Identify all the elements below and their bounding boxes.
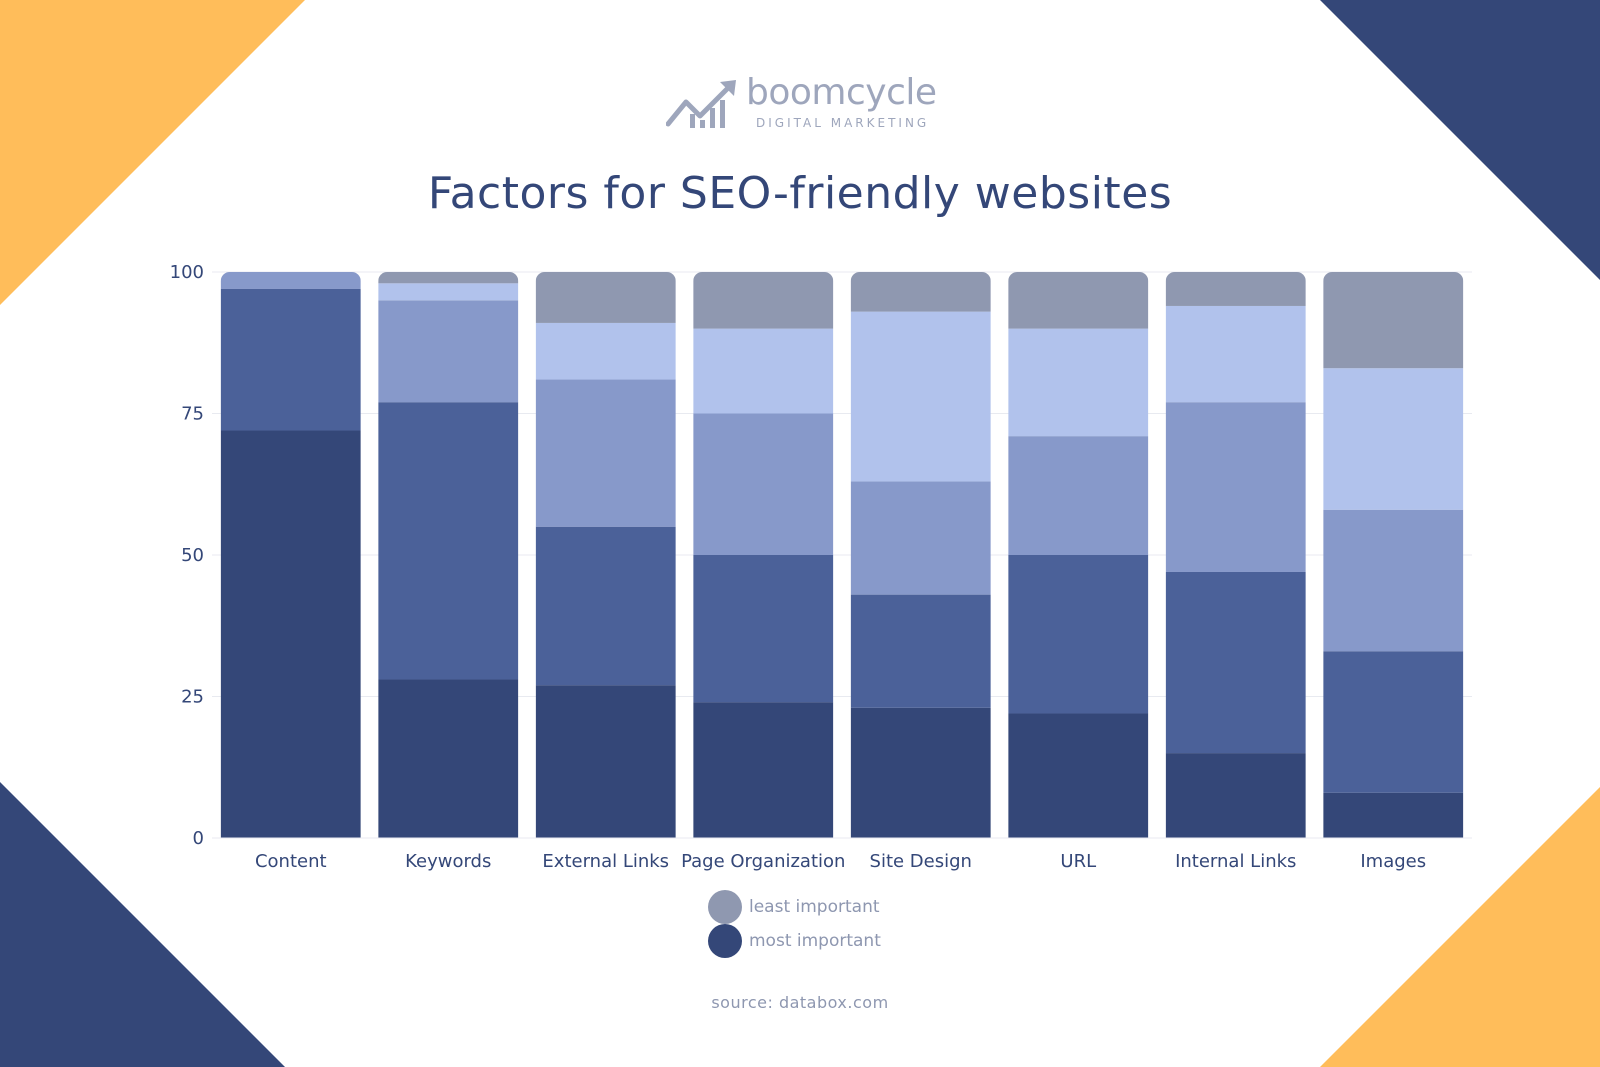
x-tick-label-images: Images xyxy=(1360,851,1426,872)
y-tick-label-50: 50 xyxy=(181,545,204,566)
source-note: source: databox.com xyxy=(711,993,889,1012)
bar-segment-external-links-4 xyxy=(535,272,676,323)
growth-chart-icon xyxy=(666,80,736,128)
x-tick-label-url: URL xyxy=(1060,851,1096,872)
logo-tagline: DIGITAL MARKETING xyxy=(756,116,930,130)
bar-segment-internal-links-2 xyxy=(1165,402,1306,572)
bar-segment-internal-links-1 xyxy=(1165,571,1306,754)
bar-segment-internal-links-0 xyxy=(1165,753,1306,838)
bar-segment-images-1 xyxy=(1323,651,1464,793)
bar-segment-internal-links-4 xyxy=(1165,272,1306,306)
x-tick-label-site-design: Site Design xyxy=(870,851,972,872)
bar-segment-page-organization-2 xyxy=(693,413,834,555)
chart-legend: least important most important xyxy=(708,890,881,958)
y-tick-label-100: 100 xyxy=(170,262,204,283)
bar-segment-keywords-1 xyxy=(378,402,519,680)
bar-segment-url-2 xyxy=(1008,436,1149,555)
bar-segment-url-3 xyxy=(1008,328,1149,437)
x-tick-label-internal-links: Internal Links xyxy=(1175,851,1296,872)
bar-segment-url-1 xyxy=(1008,555,1149,714)
corner-decoration-top-left xyxy=(0,0,305,305)
bar-segment-external-links-0 xyxy=(535,685,676,838)
bar-segment-images-4 xyxy=(1323,272,1464,369)
bar-segment-images-2 xyxy=(1323,509,1464,652)
bar-segment-site-design-3 xyxy=(850,311,991,482)
bar-segment-site-design-4 xyxy=(850,272,991,312)
bar-segment-page-organization-0 xyxy=(693,702,834,838)
chart-title: Factors for SEO-friendly websites xyxy=(427,168,1173,219)
bar-segment-external-links-2 xyxy=(535,379,676,527)
bar-segment-content-2 xyxy=(220,272,361,289)
bar-segment-page-organization-4 xyxy=(693,272,834,329)
y-tick-label-75: 75 xyxy=(181,404,204,425)
legend-label-least: least important xyxy=(749,897,880,917)
legend-swatch-most xyxy=(708,924,742,958)
brand-logo: boomcycle DIGITAL MARKETING xyxy=(666,72,946,134)
bar-segment-keywords-2 xyxy=(378,300,519,403)
y-tick-label-25: 25 xyxy=(181,687,204,708)
logo-wordmark: boomcycle xyxy=(746,72,937,113)
bar-segment-site-design-2 xyxy=(850,481,991,595)
bar-segment-content-1 xyxy=(220,288,361,431)
bar-segment-url-0 xyxy=(1008,713,1149,838)
x-tick-label-keywords: Keywords xyxy=(405,851,491,872)
bar-segment-page-organization-3 xyxy=(693,328,834,414)
bar-segment-external-links-3 xyxy=(535,322,676,380)
x-tick-label-external-links: External Links xyxy=(542,851,669,872)
bar-segment-page-organization-1 xyxy=(693,555,834,703)
bar-segment-keywords-4 xyxy=(378,272,519,284)
legend-item-least: least important xyxy=(708,890,881,924)
bar-segment-site-design-0 xyxy=(850,707,991,838)
bar-segment-external-links-1 xyxy=(535,526,676,686)
legend-label-most: most important xyxy=(749,931,881,951)
bar-segment-images-3 xyxy=(1323,368,1464,510)
legend-swatch-least xyxy=(708,890,742,924)
bar-segment-keywords-3 xyxy=(378,283,519,301)
bar-segment-keywords-0 xyxy=(378,679,519,838)
bar-segment-internal-links-3 xyxy=(1165,305,1306,403)
bar-segment-url-4 xyxy=(1008,272,1149,329)
legend-item-most: most important xyxy=(708,924,881,958)
bar-segment-images-0 xyxy=(1323,792,1464,838)
bar-segment-site-design-1 xyxy=(850,594,991,708)
x-tick-label-content: Content xyxy=(255,851,327,872)
corner-decoration-top-right xyxy=(1320,0,1600,280)
y-tick-label-0: 0 xyxy=(193,828,204,849)
x-tick-label-page-organization: Page Organization xyxy=(681,851,845,872)
bar-segment-content-0 xyxy=(220,430,361,838)
